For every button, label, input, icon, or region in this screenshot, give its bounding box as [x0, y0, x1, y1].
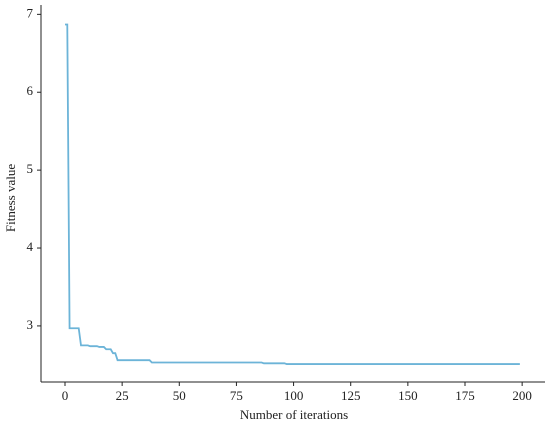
y-tick-label: 4: [27, 239, 34, 254]
x-tick-label: 50: [173, 388, 186, 403]
y-tick-label: 3: [27, 317, 34, 332]
y-tick-label: 7: [27, 5, 34, 20]
x-tick-label: 200: [512, 388, 532, 403]
x-tick-label: 75: [230, 388, 243, 403]
x-tick-label: 100: [284, 388, 304, 403]
x-tick-label: 0: [62, 388, 69, 403]
y-tick-label: 5: [27, 161, 34, 176]
y-tick-label: 6: [27, 83, 34, 98]
x-tick-label: 175: [455, 388, 475, 403]
x-tick-label: 25: [116, 388, 129, 403]
y-axis-label: Fitness value: [3, 164, 18, 232]
x-tick-label: 150: [398, 388, 418, 403]
line-series: [65, 23, 520, 365]
x-axis-label: Number of iterations: [240, 407, 348, 422]
x-tick-label: 125: [341, 388, 361, 403]
